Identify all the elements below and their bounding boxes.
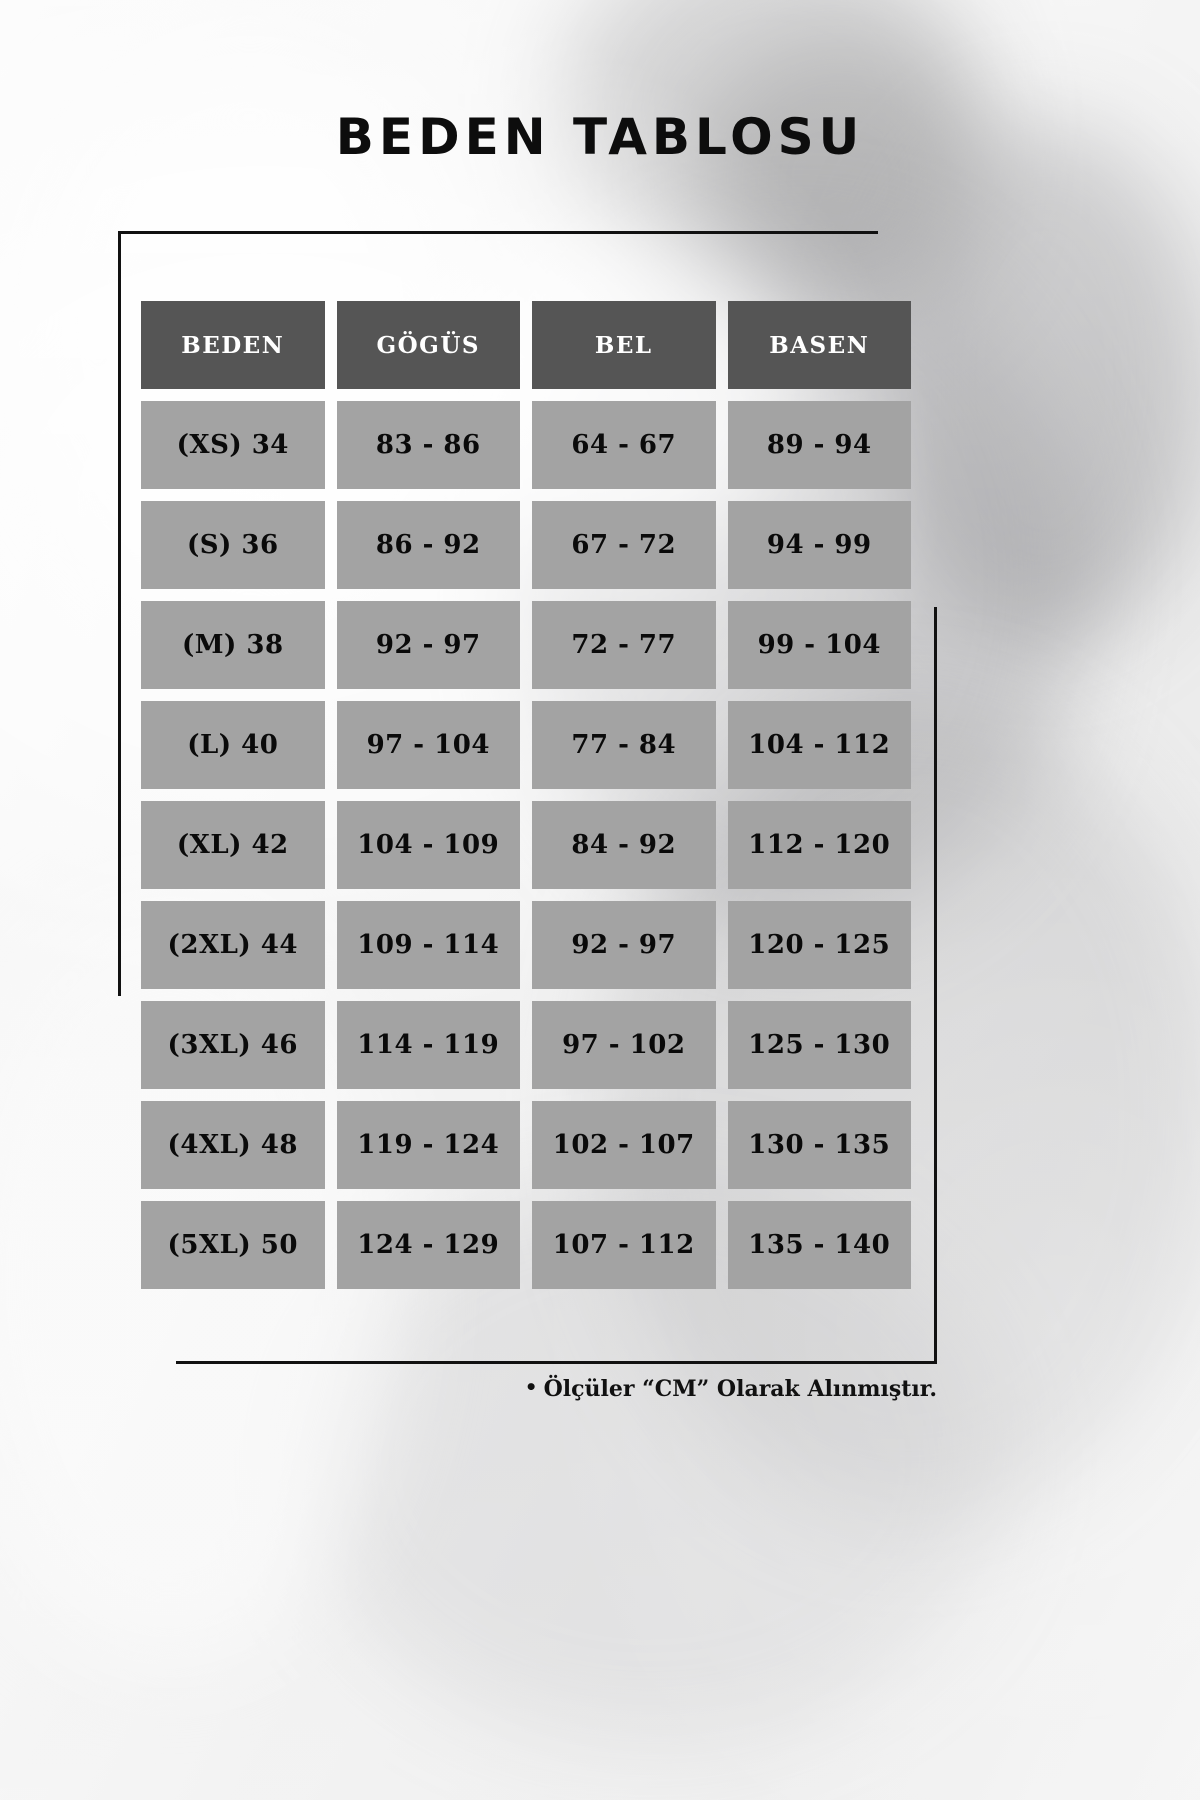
cell-beden: (4XL) 48 [141, 1101, 325, 1189]
column-header-beden: BEDEN [141, 301, 325, 389]
cell-gogus: 114 - 119 [336, 1001, 520, 1089]
column-header-basen: BASEN [727, 301, 911, 389]
decorative-rule-right [934, 607, 937, 1364]
cell-beden: (M) 38 [141, 601, 325, 689]
cell-basen: 112 - 120 [727, 801, 911, 889]
measurement-note: • Ölçüler “CM” Olarak Alınmıştır. [380, 1375, 937, 1402]
cell-basen: 104 - 112 [727, 701, 911, 789]
table-row: (S) 36 86 - 92 67 - 72 94 - 99 [141, 501, 911, 589]
cell-gogus: 124 - 129 [336, 1201, 520, 1289]
cell-beden: (2XL) 44 [141, 901, 325, 989]
cell-bel: 64 - 67 [532, 401, 716, 489]
cell-basen: 99 - 104 [727, 601, 911, 689]
cell-beden: (XL) 42 [141, 801, 325, 889]
cell-bel: 102 - 107 [532, 1101, 716, 1189]
table-row: (4XL) 48 119 - 124 102 - 107 130 - 135 [141, 1101, 911, 1189]
column-header-bel: BEL [532, 301, 716, 389]
table-row: (M) 38 92 - 97 72 - 77 99 - 104 [141, 601, 911, 689]
cell-bel: 72 - 77 [532, 601, 716, 689]
cell-gogus: 83 - 86 [336, 401, 520, 489]
page-title: BEDEN TABLOSU [335, 108, 865, 166]
decorative-rule-top [118, 231, 878, 234]
cell-bel: 77 - 84 [532, 701, 716, 789]
size-table: BEDEN GÖGÜS BEL BASEN (XS) 34 83 - 86 64… [141, 301, 911, 1301]
table-header-row: BEDEN GÖGÜS BEL BASEN [141, 301, 911, 389]
decorative-rule-left [118, 231, 121, 996]
decorative-rule-bottom [176, 1361, 937, 1364]
bullet-icon: • [524, 1375, 538, 1399]
table-row: (3XL) 46 114 - 119 97 - 102 125 - 130 [141, 1001, 911, 1089]
table-row: (XL) 42 104 - 109 84 - 92 112 - 120 [141, 801, 911, 889]
column-header-gogus: GÖGÜS [336, 301, 520, 389]
cell-bel: 97 - 102 [532, 1001, 716, 1089]
cell-bel: 67 - 72 [532, 501, 716, 589]
cell-gogus: 119 - 124 [336, 1101, 520, 1189]
table-row: (XS) 34 83 - 86 64 - 67 89 - 94 [141, 401, 911, 489]
cell-bel: 92 - 97 [532, 901, 716, 989]
cell-beden: (3XL) 46 [141, 1001, 325, 1089]
cell-bel: 107 - 112 [532, 1201, 716, 1289]
cell-gogus: 92 - 97 [336, 601, 520, 689]
cell-beden: (XS) 34 [141, 401, 325, 489]
cell-basen: 89 - 94 [727, 401, 911, 489]
table-row: (L) 40 97 - 104 77 - 84 104 - 112 [141, 701, 911, 789]
cell-basen: 135 - 140 [727, 1201, 911, 1289]
cell-beden: (S) 36 [141, 501, 325, 589]
cell-beden: (5XL) 50 [141, 1201, 325, 1289]
cell-bel: 84 - 92 [532, 801, 716, 889]
table-row: (2XL) 44 109 - 114 92 - 97 120 - 125 [141, 901, 911, 989]
cell-gogus: 109 - 114 [336, 901, 520, 989]
cell-basen: 130 - 135 [727, 1101, 911, 1189]
cell-gogus: 97 - 104 [336, 701, 520, 789]
measurement-note-text: Ölçüler “CM” Olarak Alınmıştır. [543, 1376, 937, 1402]
cell-basen: 120 - 125 [727, 901, 911, 989]
cell-basen: 125 - 130 [727, 1001, 911, 1089]
table-row: (5XL) 50 124 - 129 107 - 112 135 - 140 [141, 1201, 911, 1289]
cell-basen: 94 - 99 [727, 501, 911, 589]
cell-gogus: 86 - 92 [336, 501, 520, 589]
cell-gogus: 104 - 109 [336, 801, 520, 889]
cell-beden: (L) 40 [141, 701, 325, 789]
